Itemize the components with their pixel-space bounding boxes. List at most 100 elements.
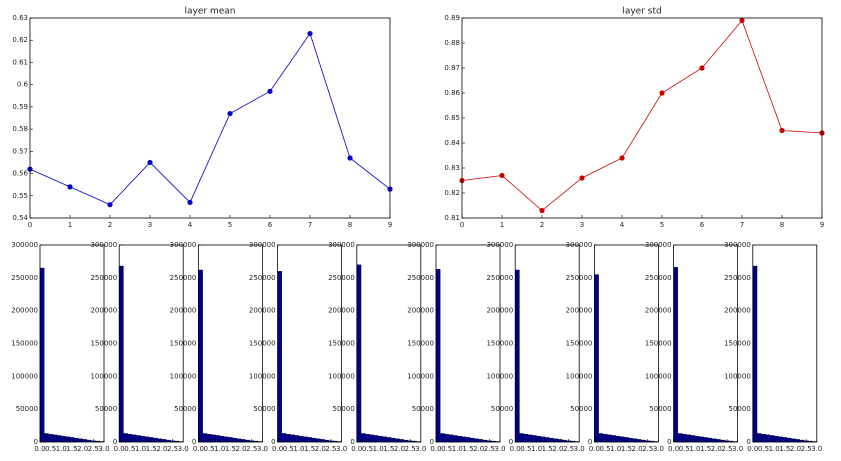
- x-tick-label: 1: [500, 221, 504, 229]
- x-tick-label: 3.0: [257, 445, 268, 453]
- x-tick-label: 7: [308, 221, 312, 229]
- hist-bar: [686, 434, 691, 443]
- y-tick-label: 200000: [328, 307, 355, 315]
- hist-bar: [39, 267, 45, 443]
- y-tick-label: 50000: [491, 405, 513, 413]
- hist-bar: [469, 437, 475, 443]
- x-tick-label: 2.5: [563, 445, 574, 453]
- x-tick-label: 2.5: [405, 445, 416, 453]
- axes-frame: [197, 244, 263, 443]
- x-tick-label: 0.5: [45, 445, 56, 453]
- x-tick-label: 1.0: [689, 445, 700, 453]
- y-tick-label: 0.54: [12, 214, 28, 222]
- hist-bar: [465, 437, 471, 443]
- x-tick-label: 3: [580, 221, 584, 229]
- hist-bar: [157, 438, 163, 443]
- hist-bar: [598, 433, 604, 443]
- y-tick-label: 200000: [407, 307, 434, 315]
- axes-frame: [118, 244, 184, 443]
- axes-frame: [594, 244, 659, 443]
- y-tick-label: 100000: [407, 372, 434, 380]
- x-tick-label: 1.0: [56, 445, 67, 453]
- x-tick-label: 1.0: [769, 445, 780, 453]
- hist-bar: [369, 434, 375, 443]
- hist-bar: [703, 437, 708, 443]
- hist-bar: [765, 434, 771, 443]
- y-tick-label: 300000: [11, 241, 38, 249]
- y-tick-label: 250000: [645, 274, 672, 282]
- x-tick-label: 1.0: [373, 445, 384, 453]
- y-tick-label: 150000: [566, 340, 593, 348]
- y-tick-label: 50000: [95, 405, 117, 413]
- y-tick-label: 300000: [90, 241, 117, 249]
- y-tick-label: 50000: [253, 405, 275, 413]
- hist-bar: [628, 437, 633, 443]
- y-tick-label: 200000: [249, 307, 276, 315]
- point: [187, 199, 193, 206]
- x-tick-label: 0.5: [203, 445, 214, 453]
- axes-frame: [29, 17, 391, 219]
- x-tick-label: 2: [540, 221, 544, 229]
- hist-bar: [277, 271, 283, 443]
- hist-bar: [153, 437, 158, 443]
- y-tick-label: 250000: [11, 274, 38, 282]
- x-tick-label: 2.5: [325, 445, 336, 453]
- hist-bar: [290, 434, 295, 443]
- hist-bar: [778, 436, 783, 443]
- hist-bar: [515, 269, 520, 443]
- y-tick-label: 0.56: [12, 170, 28, 178]
- y-tick-label: 0: [588, 438, 592, 446]
- hist-bar: [673, 267, 679, 443]
- y-tick-label: 0: [667, 438, 671, 446]
- y-tick-label: 0.55: [12, 192, 28, 200]
- y-tick-label: 200000: [724, 307, 751, 315]
- x-tick-label: 2.5: [167, 445, 178, 453]
- point: [699, 65, 705, 71]
- hist-bar: [48, 433, 53, 443]
- x-tick-label: 2.5: [88, 445, 99, 453]
- y-tick-label: 50000: [412, 405, 434, 413]
- hist-bar: [756, 433, 762, 443]
- point: [579, 175, 585, 181]
- x-tick-label: 5: [660, 221, 664, 229]
- y-tick-label: 0.85: [444, 114, 460, 122]
- y-tick-label: 50000: [649, 405, 671, 413]
- axes-frame: [435, 244, 501, 443]
- x-tick-label: 0: [28, 221, 32, 229]
- x-tick-label: 2.0: [711, 445, 722, 453]
- x-tick-label: 8: [348, 221, 352, 229]
- hist-bar: [786, 437, 792, 443]
- hist-bar: [773, 435, 779, 443]
- hist-bar: [215, 435, 220, 443]
- x-tick-label: 2.5: [246, 445, 257, 453]
- point: [779, 127, 785, 134]
- y-tick-label: 100000: [645, 372, 672, 380]
- x-tick-label: 2.0: [552, 445, 563, 453]
- y-tick-label: 300000: [645, 241, 672, 249]
- point: [267, 88, 273, 94]
- hist-bar: [281, 433, 287, 443]
- y-tick-label: 250000: [486, 274, 513, 282]
- x-tick-label: 3.0: [732, 445, 743, 453]
- hist-bar: [298, 435, 304, 443]
- hist-bar: [474, 438, 479, 443]
- hist-bar: [782, 437, 788, 443]
- hist-bar: [452, 435, 458, 443]
- hist-bar: [360, 433, 366, 443]
- y-tick-label: 0.83: [444, 164, 460, 172]
- hist-bar: [140, 435, 145, 443]
- hist-bar: [56, 435, 62, 443]
- hist-bar: [219, 435, 225, 443]
- y-tick-label: 250000: [249, 274, 276, 282]
- axes-frame: [752, 244, 818, 443]
- hist-bar: [632, 438, 638, 443]
- x-tick-label: 2.0: [790, 445, 801, 453]
- hist-bar: [395, 438, 400, 443]
- x-tick-label: 0.0: [747, 445, 758, 453]
- axes-frame: [461, 17, 823, 219]
- x-tick-label: 2: [108, 221, 112, 229]
- hist-bar: [382, 436, 387, 443]
- x-tick-label: 3.0: [178, 445, 189, 453]
- y-tick-label: 150000: [90, 340, 117, 348]
- y-tick-label: 0.86: [444, 89, 460, 97]
